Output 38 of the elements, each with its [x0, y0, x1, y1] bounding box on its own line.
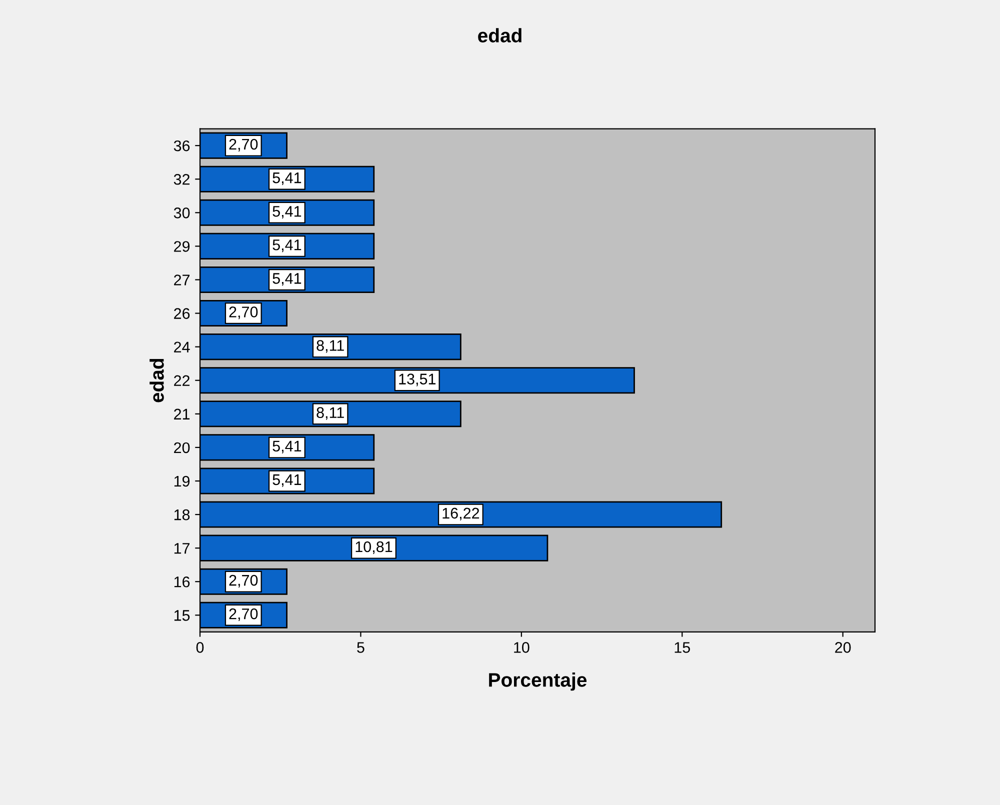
data-label: 5,41 [272, 240, 302, 252]
x-tick-label: 15 [674, 642, 690, 653]
y-tick-label: 24 [174, 342, 190, 352]
data-label: 5,41 [272, 172, 302, 186]
data-label: 2,70 [229, 608, 258, 622]
y-tick-label: 16 [174, 576, 190, 588]
data-label: 8,11 [316, 340, 344, 353]
x-axis-title: Porcentaje [489, 672, 587, 691]
y-tick-label: 21 [174, 408, 190, 420]
data-label: 5,41 [272, 440, 302, 454]
y-tick-label: 17 [174, 543, 190, 554]
x-tick-label: 5 [357, 642, 364, 653]
data-label: 2,70 [229, 306, 258, 320]
y-tick-label: 36 [174, 140, 190, 152]
chart-title: edad [478, 28, 522, 42]
data-label: 5,41 [272, 474, 302, 487]
y-tick-label: 15 [174, 610, 190, 621]
x-tick-label: 20 [835, 642, 851, 653]
data-label: 5,41 [272, 206, 302, 219]
y-tick-label: 30 [174, 208, 190, 218]
data-label: 16,22 [442, 508, 480, 520]
data-label: 5,41 [272, 273, 302, 286]
data-label: 2,70 [229, 138, 258, 152]
y-tick-label: 27 [174, 274, 190, 286]
y-tick-label: 32 [174, 174, 190, 185]
y-tick-label: 18 [174, 509, 190, 520]
y-tick-label: 20 [174, 442, 190, 454]
data-label: 10,81 [356, 541, 392, 554]
y-tick-label: 22 [174, 375, 190, 386]
data-label: 8,11 [316, 407, 344, 420]
y-tick-label: 26 [174, 308, 190, 319]
y-axis-title: edad [150, 358, 164, 402]
x-tick-label: 0 [196, 642, 204, 653]
data-label: 2,70 [229, 574, 258, 588]
x-tick-label: 10 [514, 642, 530, 653]
data-label: 13,51 [399, 374, 436, 386]
y-tick-label: 29 [174, 241, 190, 252]
y-tick-label: 19 [174, 476, 190, 487]
